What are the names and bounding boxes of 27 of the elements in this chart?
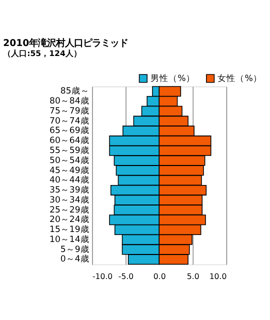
legend-label: 男性（%） [150, 72, 195, 84]
y-tick-label: 85歳～ [60, 86, 90, 97]
y-tick-label: 50～54歳 [50, 154, 90, 166]
y-tick-label: 55～59歳 [50, 145, 90, 156]
chart-title: 2010年滝沢村人口ピラミッド [3, 38, 128, 49]
x-tick-label: 5.0 [186, 272, 200, 281]
x-tick-label: -10.0 [92, 272, 113, 281]
y-tick-label: 25～29歳 [50, 204, 90, 216]
y-tick-label: 70～74歳 [50, 115, 90, 126]
y-tick-label: 5～9歳 [60, 244, 90, 255]
y-tick-label: 60～64歳 [50, 135, 90, 146]
y-tick-label: 15～19歳 [50, 224, 90, 236]
x-tick-label: -5.0 [118, 272, 134, 281]
y-tick-label: 20～24歳 [50, 214, 90, 226]
y-tick-label: 75～79歳 [50, 105, 90, 116]
y-tick-label: 65～69歳 [50, 125, 90, 136]
y-tick-label: 45～49歳 [50, 164, 90, 176]
chart-subtitle: （人口:55，124人） [3, 48, 82, 58]
x-tick-label: 10.0 [209, 272, 227, 281]
y-tick-label: 0～4歳 [60, 254, 90, 265]
y-tick-label: 35～39歳 [50, 184, 90, 196]
x-tick-label: 0.0 [153, 272, 166, 281]
y-tick-label: 30～34歳 [50, 194, 90, 206]
y-tick-label: 40～44歳 [50, 174, 90, 186]
legend-label: 女性（%） [218, 72, 262, 84]
y-tick-label: 10～14歳 [50, 234, 90, 245]
y-tick-label: 80～84歳 [50, 96, 90, 107]
